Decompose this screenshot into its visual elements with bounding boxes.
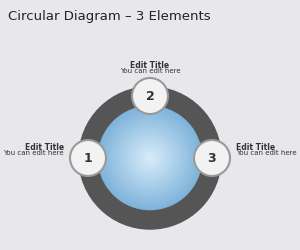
Circle shape (107, 115, 193, 201)
Circle shape (136, 144, 164, 172)
Circle shape (131, 139, 169, 177)
Circle shape (120, 128, 180, 188)
Circle shape (114, 122, 186, 194)
Circle shape (122, 130, 178, 186)
Circle shape (110, 118, 190, 198)
Circle shape (101, 109, 199, 207)
Circle shape (134, 142, 166, 174)
Circle shape (144, 152, 156, 164)
Text: 1: 1 (84, 152, 92, 164)
Circle shape (140, 148, 160, 168)
Text: 2: 2 (146, 90, 154, 102)
Circle shape (119, 127, 181, 189)
Circle shape (108, 116, 192, 200)
Circle shape (95, 103, 205, 213)
Circle shape (128, 136, 172, 180)
Circle shape (100, 108, 200, 208)
Circle shape (142, 150, 158, 166)
Text: You can edit here: You can edit here (3, 150, 64, 156)
Circle shape (118, 126, 182, 190)
Circle shape (145, 153, 155, 163)
Text: Edit Title: Edit Title (25, 143, 64, 152)
Circle shape (141, 149, 159, 167)
Text: Edit Title: Edit Title (236, 143, 275, 152)
Circle shape (142, 150, 158, 166)
Circle shape (147, 155, 153, 161)
Circle shape (104, 112, 196, 204)
Circle shape (129, 137, 171, 179)
Text: You can edit here: You can edit here (120, 68, 180, 74)
Circle shape (110, 118, 190, 198)
Circle shape (105, 112, 195, 204)
Text: 3: 3 (208, 152, 216, 164)
Circle shape (99, 107, 201, 209)
Text: Circular Diagram – 3 Elements: Circular Diagram – 3 Elements (8, 10, 211, 23)
Circle shape (98, 106, 202, 210)
Circle shape (120, 128, 180, 188)
Circle shape (98, 106, 202, 210)
Text: You can edit here: You can edit here (236, 150, 297, 156)
Text: Edit Title: Edit Title (130, 61, 170, 70)
Circle shape (125, 133, 175, 183)
Circle shape (138, 146, 162, 170)
Circle shape (127, 134, 173, 182)
Circle shape (148, 156, 152, 160)
Circle shape (116, 124, 184, 192)
Circle shape (124, 132, 176, 184)
Circle shape (135, 143, 165, 173)
Circle shape (138, 146, 162, 171)
Circle shape (118, 126, 182, 190)
Circle shape (148, 156, 152, 160)
Circle shape (130, 138, 170, 178)
Circle shape (107, 116, 193, 200)
Circle shape (70, 140, 106, 176)
Circle shape (127, 135, 173, 181)
Circle shape (103, 110, 197, 206)
Circle shape (139, 147, 161, 169)
Circle shape (131, 140, 169, 176)
Circle shape (96, 104, 204, 212)
Circle shape (116, 124, 184, 192)
Circle shape (137, 145, 163, 171)
Circle shape (111, 119, 189, 197)
Circle shape (121, 129, 179, 187)
Circle shape (112, 120, 188, 196)
Circle shape (113, 121, 187, 195)
Circle shape (146, 154, 154, 162)
Circle shape (123, 131, 177, 185)
Circle shape (132, 140, 168, 176)
Circle shape (114, 122, 186, 194)
Circle shape (109, 117, 191, 199)
Circle shape (147, 154, 153, 162)
Circle shape (136, 144, 164, 172)
Circle shape (194, 140, 230, 176)
Circle shape (129, 138, 171, 178)
Circle shape (117, 125, 183, 191)
Circle shape (115, 123, 185, 193)
Circle shape (122, 130, 178, 186)
Circle shape (103, 111, 197, 205)
Circle shape (126, 134, 174, 182)
Circle shape (134, 142, 166, 174)
Circle shape (145, 152, 155, 164)
Circle shape (149, 157, 151, 159)
Circle shape (100, 108, 200, 208)
Circle shape (140, 148, 160, 168)
Circle shape (143, 151, 157, 165)
Circle shape (112, 120, 188, 196)
Circle shape (124, 132, 176, 184)
Circle shape (96, 104, 204, 212)
Circle shape (97, 105, 203, 211)
Circle shape (133, 141, 167, 175)
Circle shape (105, 113, 195, 203)
Circle shape (102, 110, 198, 206)
Circle shape (106, 114, 194, 202)
Circle shape (132, 78, 168, 114)
